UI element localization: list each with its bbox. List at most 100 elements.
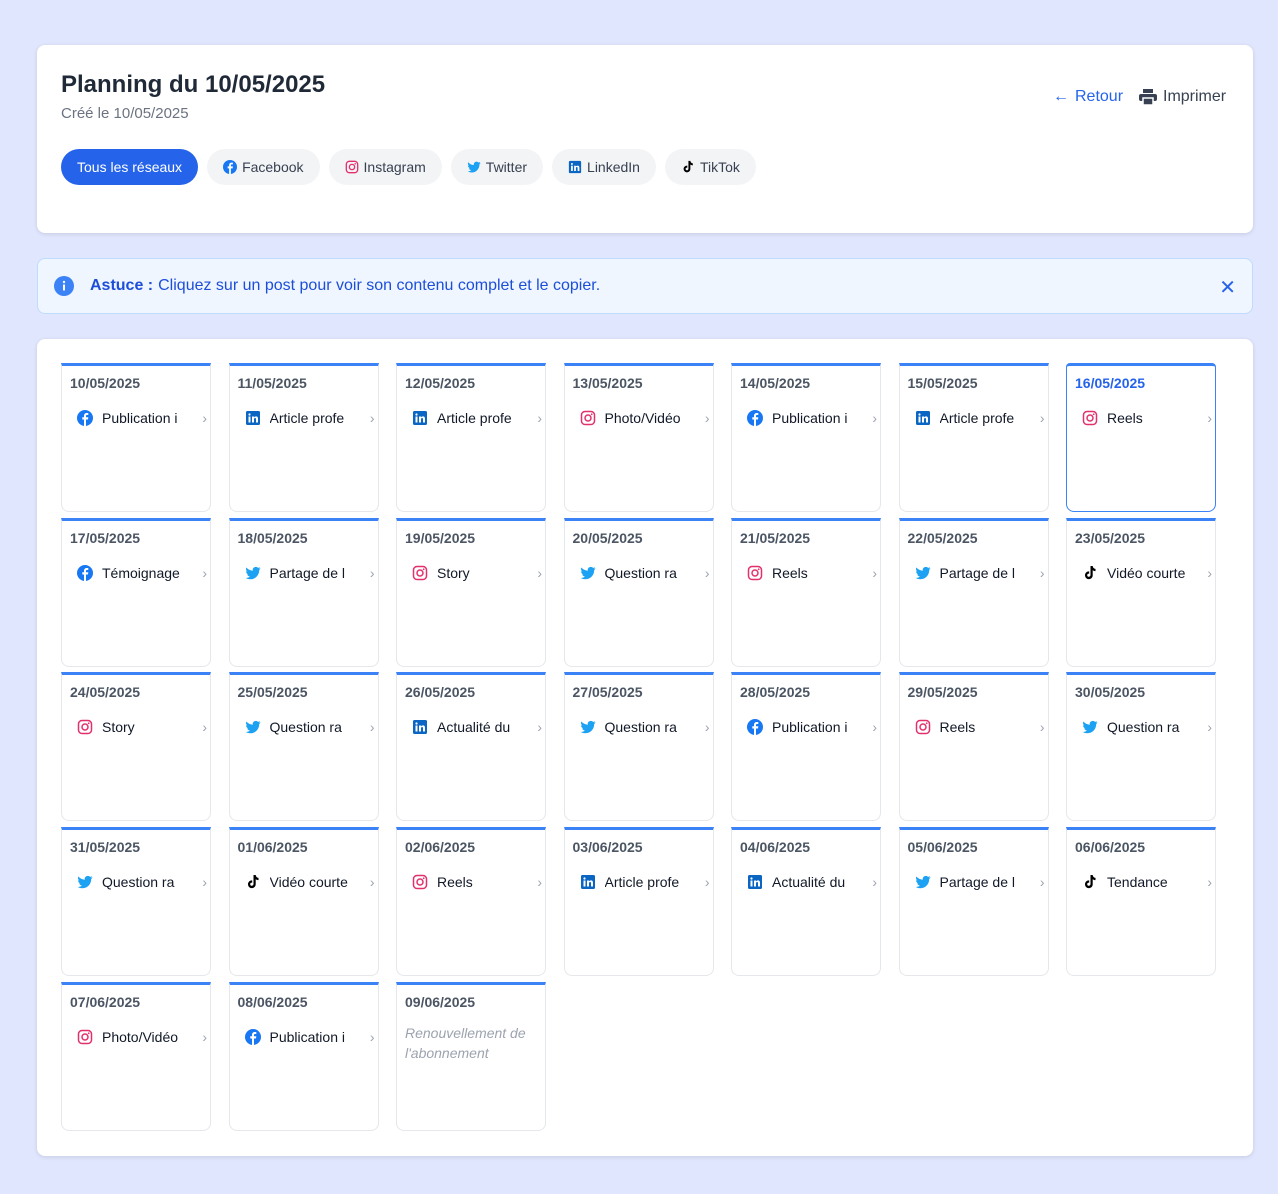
chevron-right-icon: › bbox=[1207, 874, 1212, 891]
post-item[interactable]: Partage de l › bbox=[915, 874, 1045, 890]
post-label: Reels bbox=[939, 719, 976, 736]
back-label: Retour bbox=[1075, 88, 1124, 105]
arrow-left-icon: ← bbox=[1053, 88, 1069, 105]
tiktok-icon bbox=[245, 874, 261, 890]
filter-label: LinkedIn bbox=[587, 159, 640, 175]
filter-label: Instagram bbox=[363, 159, 426, 175]
chevron-right-icon: › bbox=[202, 874, 207, 891]
day-date: 21/05/2025 bbox=[740, 529, 811, 546]
post-label: Question ra bbox=[604, 719, 677, 736]
filter-linkedin[interactable]: LinkedIn bbox=[552, 149, 656, 185]
post-label: Partage de l bbox=[939, 564, 1016, 581]
post-label: Question ra bbox=[1107, 719, 1180, 736]
post-item[interactable]: Article profe › bbox=[412, 410, 542, 426]
day-date: 07/06/2025 bbox=[70, 993, 141, 1010]
post-label: Article profe bbox=[437, 410, 512, 426]
linkedin-icon bbox=[915, 410, 931, 426]
post-item[interactable]: Question ra › bbox=[580, 719, 710, 735]
filter-twitter[interactable]: Twitter bbox=[450, 149, 544, 185]
day-card: 28/05/2025 Publication i › bbox=[731, 672, 881, 822]
post-item[interactable]: Publication i › bbox=[747, 719, 877, 736]
post-item[interactable]: Article profe › bbox=[245, 410, 375, 426]
post-label: Article profe bbox=[939, 410, 1015, 426]
twitter-icon bbox=[245, 719, 261, 735]
chevron-right-icon: › bbox=[704, 874, 710, 891]
post-item[interactable]: Publication i › bbox=[77, 410, 207, 426]
post-item[interactable]: Actualité du › bbox=[747, 874, 877, 890]
post-label: Publication i bbox=[772, 719, 848, 736]
filter-facebook[interactable]: Facebook bbox=[207, 149, 320, 185]
post-label: Article profe bbox=[604, 874, 680, 891]
day-card: 29/05/2025 Reels › bbox=[898, 672, 1049, 822]
day-date: 23/05/2025 bbox=[1075, 529, 1146, 546]
post-item[interactable]: Question ra › bbox=[1082, 719, 1212, 735]
post-item[interactable]: Article profe › bbox=[915, 410, 1045, 426]
tip-banner: Astuce : Cliquez sur un post pour voir s… bbox=[37, 258, 1253, 314]
post-label: Publication i bbox=[102, 410, 178, 426]
day-date: 25/05/2025 bbox=[237, 684, 308, 701]
linkedin-icon bbox=[412, 410, 428, 426]
post-item[interactable]: Témoignage › bbox=[77, 564, 207, 581]
instagram-icon bbox=[345, 160, 359, 174]
chevron-right-icon: › bbox=[369, 719, 375, 736]
chevron-right-icon: › bbox=[369, 410, 375, 426]
facebook-icon bbox=[244, 1028, 261, 1045]
post-item[interactable]: Reels › bbox=[915, 719, 1045, 735]
filter-instagram[interactable]: Instagram bbox=[328, 149, 442, 185]
post-item[interactable]: Photo/Vidéo › bbox=[77, 1029, 207, 1045]
instagram-icon bbox=[412, 565, 428, 581]
post-item[interactable]: Reels › bbox=[1082, 410, 1212, 426]
post-item[interactable]: Question ra › bbox=[245, 719, 375, 735]
tiktok-icon bbox=[1082, 874, 1098, 890]
post-item[interactable]: Tendance › bbox=[1082, 874, 1212, 890]
day-date: 28/05/2025 bbox=[740, 684, 811, 701]
day-date: 31/05/2025 bbox=[70, 839, 141, 856]
post-item[interactable]: Reels › bbox=[412, 874, 542, 890]
post-label: Partage de l bbox=[939, 874, 1016, 891]
linkedin-icon bbox=[747, 874, 763, 890]
print-button[interactable]: Imprimer bbox=[1139, 88, 1226, 106]
filter-all[interactable]: Tous les réseaux bbox=[61, 149, 199, 185]
day-date: 15/05/2025 bbox=[907, 375, 978, 391]
facebook-icon bbox=[747, 719, 763, 736]
day-card: 10/05/2025 Publication i › bbox=[61, 363, 211, 512]
tip-bold: Astuce : bbox=[90, 277, 154, 294]
day-card: 14/05/2025 Publication i › bbox=[731, 363, 881, 512]
day-date: 06/06/2025 bbox=[1075, 839, 1146, 856]
chevron-right-icon: › bbox=[872, 564, 877, 581]
post-item[interactable]: Publication i › bbox=[244, 1028, 375, 1045]
post-item[interactable]: Story › bbox=[77, 719, 207, 735]
instagram-icon bbox=[747, 565, 763, 581]
post-item[interactable]: Actualité du › bbox=[412, 719, 542, 735]
post-item[interactable]: Vidéo courte › bbox=[245, 874, 375, 890]
close-icon[interactable]: ✕ bbox=[1219, 277, 1236, 299]
post-item[interactable]: Question ra › bbox=[580, 565, 710, 581]
post-item[interactable]: Publication i › bbox=[747, 410, 877, 426]
day-date: 20/05/2025 bbox=[572, 529, 643, 546]
post-item[interactable]: Article profe › bbox=[580, 874, 710, 890]
day-date: 18/05/2025 bbox=[237, 529, 308, 546]
linkedin-icon bbox=[412, 719, 428, 735]
day-card: 01/06/2025 Vidéo courte › bbox=[228, 827, 379, 977]
day-date: 10/05/2025 bbox=[70, 375, 141, 391]
filter-tiktok[interactable]: TikTok bbox=[664, 149, 756, 185]
day-card: 22/05/2025 Partage de l › bbox=[898, 517, 1049, 667]
chevron-right-icon: › bbox=[1039, 719, 1045, 736]
day-card: 11/05/2025 Article profe › bbox=[228, 363, 379, 512]
day-card: 04/06/2025 Actualité du › bbox=[731, 827, 881, 977]
chevron-right-icon: › bbox=[872, 874, 877, 891]
post-item[interactable]: Question ra › bbox=[77, 874, 207, 890]
post-label: Vidéo courte bbox=[269, 874, 348, 891]
chevron-right-icon: › bbox=[202, 1028, 207, 1045]
day-date: 09/06/2025 bbox=[405, 993, 476, 1010]
post-item[interactable]: Story › bbox=[412, 565, 542, 581]
post-item[interactable]: Partage de l › bbox=[915, 565, 1045, 581]
post-item[interactable]: Reels › bbox=[747, 565, 877, 581]
post-item[interactable]: Vidéo courte › bbox=[1082, 565, 1212, 581]
post-item[interactable]: Photo/Vidéo › bbox=[580, 410, 710, 426]
post-label: Reels bbox=[437, 874, 473, 891]
back-button[interactable]: ← Retour bbox=[1053, 88, 1123, 106]
post-item[interactable]: Partage de l › bbox=[245, 565, 375, 581]
chevron-right-icon: › bbox=[1207, 564, 1212, 581]
day-date: 29/05/2025 bbox=[907, 684, 978, 701]
